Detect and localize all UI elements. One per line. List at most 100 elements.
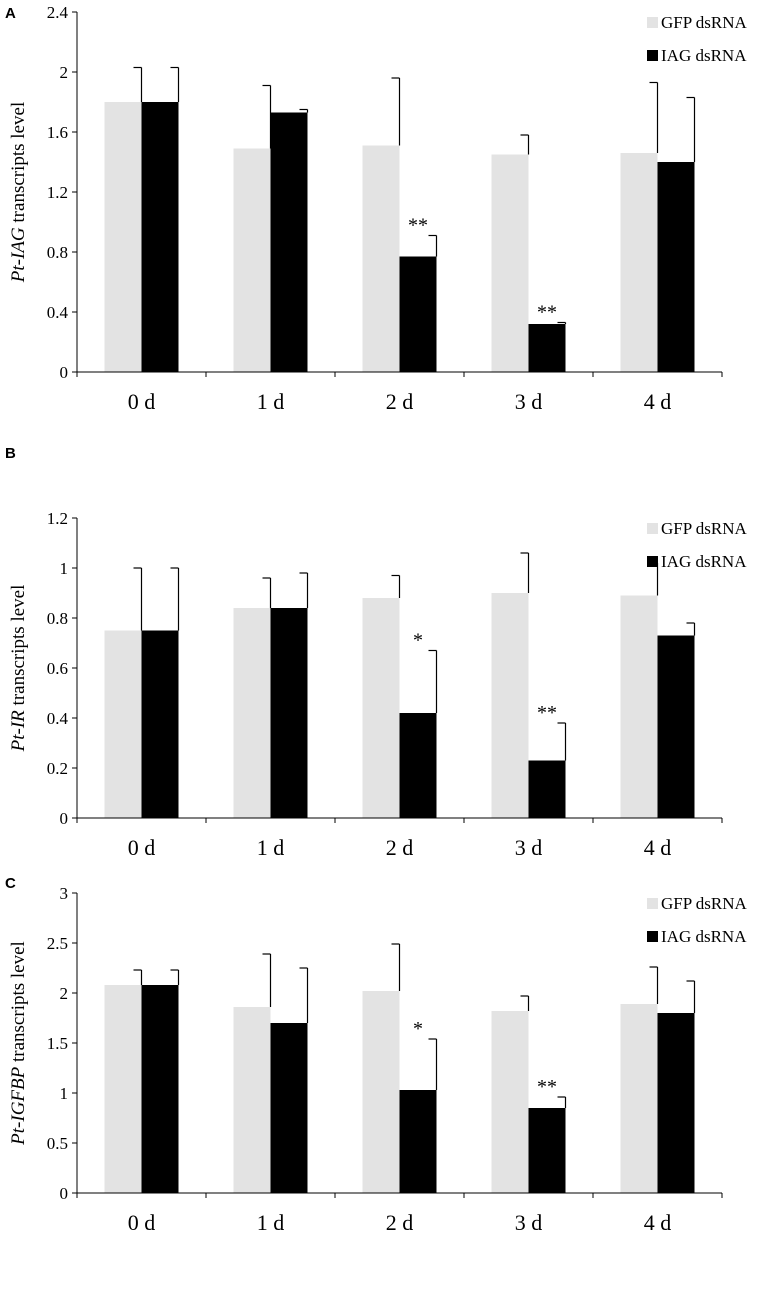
- y-tick-label: 0.8: [47, 243, 68, 262]
- y-tick-label: 3: [60, 884, 69, 903]
- significance-label: *: [413, 1018, 423, 1040]
- bar-gfp: [491, 1011, 529, 1193]
- legend-swatch: [647, 931, 658, 942]
- bar-iag: [399, 1090, 437, 1193]
- legend-swatch: [647, 556, 658, 567]
- y-axis-title-rest: transcripts level: [8, 941, 29, 1067]
- significance-label: *: [413, 630, 423, 652]
- significance-label: **: [537, 302, 557, 324]
- y-axis-title-rest: transcripts level: [8, 102, 29, 228]
- bar-iag: [141, 630, 179, 818]
- y-tick-label: 0: [60, 363, 69, 382]
- y-tick-label: 0.4: [47, 709, 69, 728]
- y-tick-label: 0.5: [47, 1134, 68, 1153]
- y-tick-label: 0.4: [47, 303, 69, 322]
- panel-letter: B: [5, 445, 16, 462]
- legend-label: GFP dsRNA: [661, 519, 748, 538]
- legend-label: GFP dsRNA: [661, 894, 748, 913]
- bar-gfp: [362, 598, 400, 818]
- y-axis-title: Pt-IAG transcripts level: [8, 102, 29, 283]
- legend-label: IAG dsRNA: [661, 927, 747, 946]
- bar-iag: [399, 256, 437, 372]
- bar-iag: [141, 102, 179, 372]
- bar-iag: [399, 713, 437, 818]
- bar-gfp: [620, 153, 658, 372]
- y-tick-label: 1.2: [47, 183, 68, 202]
- x-category-label: 4 d: [644, 835, 672, 860]
- bar-gfp: [233, 1007, 271, 1193]
- y-tick-label: 0.6: [47, 659, 68, 678]
- bar-gfp: [491, 154, 529, 372]
- bar-iag: [528, 324, 566, 372]
- bar-iag: [270, 608, 308, 818]
- bar-iag: [141, 985, 179, 1193]
- x-category-label: 4 d: [644, 389, 672, 414]
- bar-iag: [657, 635, 695, 818]
- legend-swatch: [647, 898, 658, 909]
- x-category-label: 0 d: [128, 835, 156, 860]
- bar-gfp: [104, 985, 142, 1193]
- x-category-label: 2 d: [386, 835, 414, 860]
- x-category-label: 1 d: [257, 835, 285, 860]
- bar-gfp: [104, 630, 142, 818]
- chart-panel-a: A 0 0.4 0.8 1.2 1.6 2 2.4 Pt-IAG transcripts lev…: [5, 3, 748, 414]
- significance-label: **: [537, 1076, 557, 1098]
- panel-letter: A: [5, 5, 16, 22]
- x-category-label: 1 d: [257, 1210, 285, 1235]
- bar-gfp: [362, 145, 400, 372]
- y-tick-label: 1: [60, 1084, 69, 1103]
- x-category-label: 0 d: [128, 1210, 156, 1235]
- y-tick-label: 0.2: [47, 759, 68, 778]
- bar-gfp: [233, 148, 271, 372]
- bar-iag: [657, 162, 695, 372]
- chart-panel-c: C 0 0.5 1 1.5 2 2.5 3 Pt-IGFBP transcripts level…: [5, 875, 748, 1235]
- bar-gfp: [362, 991, 400, 1193]
- legend-label: GFP dsRNA: [661, 13, 748, 32]
- x-category-label: 0 d: [128, 389, 156, 414]
- y-tick-label: 1.5: [47, 1034, 68, 1053]
- y-tick-label: 2.5: [47, 934, 68, 953]
- x-category-label: 2 d: [386, 389, 414, 414]
- y-tick-label: 1: [60, 559, 69, 578]
- bar-gfp: [104, 102, 142, 372]
- chart-panel-b: B 0 0.2 0.4 0.6 0.8 1 1.2 Pt-IR transcripts leve…: [5, 445, 748, 860]
- y-tick-label: 2: [60, 984, 69, 1003]
- bar-gfp: [491, 593, 529, 818]
- legend-swatch: [647, 50, 658, 61]
- y-tick-label: 1.6: [47, 123, 68, 142]
- y-tick-label: 2.4: [47, 3, 69, 22]
- legend-swatch: [647, 17, 658, 28]
- y-tick-label: 2: [60, 63, 69, 82]
- significance-label: **: [408, 215, 428, 237]
- x-category-label: 3 d: [515, 835, 543, 860]
- bar-iag: [528, 760, 566, 818]
- y-tick-label: 1.2: [47, 509, 68, 528]
- y-axis-title-gene: Pt-IR: [8, 710, 29, 753]
- y-tick-label: 0.8: [47, 609, 68, 628]
- bar-iag: [528, 1108, 566, 1193]
- significance-label: **: [537, 702, 557, 724]
- legend-swatch: [647, 523, 658, 534]
- bar-gfp: [620, 595, 658, 818]
- y-axis-title-rest: transcripts level: [8, 585, 29, 711]
- bar-gfp: [233, 608, 271, 818]
- bar-gfp: [620, 1004, 658, 1193]
- bar-iag: [657, 1013, 695, 1193]
- y-axis-title-gene: Pt-IGFBP: [8, 1066, 29, 1145]
- y-axis-title: Pt-IR transcripts level: [8, 585, 29, 753]
- y-tick-label: 0: [60, 809, 69, 828]
- y-axis-title-gene: Pt-IAG: [8, 227, 29, 283]
- legend-label: IAG dsRNA: [661, 552, 747, 571]
- bar-iag: [270, 1023, 308, 1193]
- x-category-label: 3 d: [515, 1210, 543, 1235]
- x-category-label: 1 d: [257, 389, 285, 414]
- y-axis-title: Pt-IGFBP transcripts level: [8, 941, 29, 1146]
- bar-iag: [270, 112, 308, 372]
- x-category-label: 2 d: [386, 1210, 414, 1235]
- x-category-label: 3 d: [515, 389, 543, 414]
- y-tick-label: 0: [60, 1184, 69, 1203]
- panel-letter: C: [5, 875, 16, 892]
- x-category-label: 4 d: [644, 1210, 672, 1235]
- legend-label: IAG dsRNA: [661, 46, 747, 65]
